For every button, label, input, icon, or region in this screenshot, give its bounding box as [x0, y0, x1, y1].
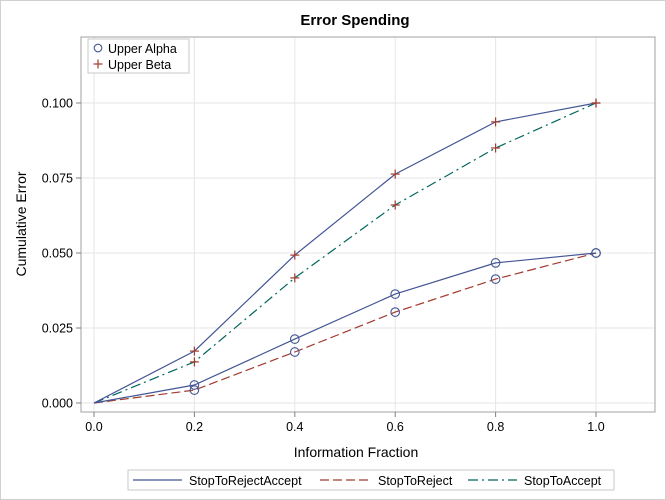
plot-frame [80, 36, 656, 413]
circle-marker [390, 307, 401, 317]
series-line [93, 252, 597, 404]
series-markers [189, 98, 601, 395]
circle-marker [289, 334, 300, 344]
y-tick-label: 0.000 [42, 397, 73, 411]
series-line [93, 252, 597, 404]
y-axis-label: Cumulative Error [13, 171, 29, 276]
circle-marker [390, 289, 401, 299]
legend-upper-alpha: Upper Alpha [108, 42, 177, 56]
legend-stop-to-accept: StopToAccept [524, 474, 602, 488]
y-tick-label: 0.100 [42, 97, 73, 111]
y-tick-label: 0.075 [42, 172, 73, 186]
series-line [93, 102, 597, 404]
x-tick-label: 0.6 [387, 420, 404, 434]
y-tick-label: 0.050 [42, 247, 73, 261]
circle-marker [189, 380, 200, 390]
y-tick-label: 0.025 [42, 322, 73, 336]
x-tick-label: 1.0 [587, 420, 604, 434]
x-tick-label: 0.2 [186, 420, 203, 434]
x-axis: 0.0 0.2 0.4 0.6 0.8 1.0 [85, 412, 605, 434]
circle-marker [189, 385, 200, 395]
circle-marker [490, 258, 501, 268]
marker-legend: Upper Alpha Upper Beta [87, 38, 190, 74]
circle-marker-icon [93, 43, 103, 53]
chart-title: Error Spending [300, 12, 409, 29]
x-axis-label: Information Fraction [294, 444, 419, 460]
x-tick-label: 0.0 [85, 420, 102, 434]
circle-marker [591, 248, 601, 258]
x-tick-label: 0.4 [286, 420, 303, 434]
series-line [93, 102, 597, 404]
legend-upper-beta: Upper Beta [108, 58, 171, 72]
x-tick-label: 0.8 [487, 420, 504, 434]
line-legend: StopToRejectAccept StopToReject StopToAc… [127, 469, 615, 491]
circle-marker [490, 274, 501, 284]
plus-marker-icon [93, 59, 103, 69]
legend-stop-to-reject-accept: StopToRejectAccept [189, 474, 302, 488]
y-axis: 0.000 0.025 0.050 0.075 0.100 [42, 97, 81, 411]
legend-stop-to-reject: StopToReject [378, 474, 453, 488]
circle-marker [289, 347, 300, 357]
series-lines [93, 102, 597, 404]
